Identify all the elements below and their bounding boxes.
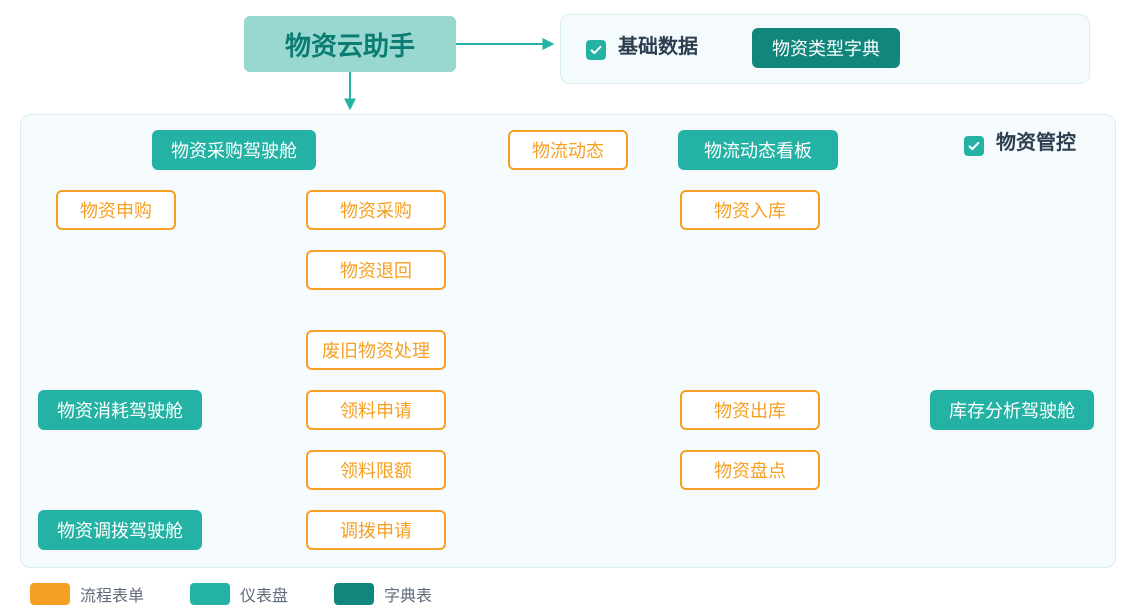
node-trans_req: 调拨申请 — [306, 510, 446, 550]
node-stock_ck: 物资盘点 — [680, 450, 820, 490]
legend-swatch-1 — [190, 583, 230, 605]
node-inbound: 物资入库 — [680, 190, 820, 230]
legend-swatch-2 — [334, 583, 374, 605]
legend-item-2: 字典表 — [334, 582, 432, 606]
node-scrap: 废旧物资处理 — [306, 330, 446, 370]
top-panel-check-icon — [586, 40, 606, 60]
node-trans_dash: 物资调拨驾驶舱 — [38, 510, 202, 550]
node-pick_lim: 领料限额 — [306, 450, 446, 490]
top-panel-label: 基础数据 — [618, 30, 738, 59]
node-cons_dash: 物资消耗驾驶舱 — [38, 390, 202, 430]
node-req: 物资申购 — [56, 190, 176, 230]
legend-label-1: 仪表盘 — [240, 582, 288, 606]
legend-item-0: 流程表单 — [30, 582, 144, 606]
legend-item-1: 仪表盘 — [190, 582, 288, 606]
node-p_dash: 物资采购驾驶舱 — [152, 130, 316, 170]
node-log_dyn: 物流动态 — [508, 130, 628, 170]
node-purchase: 物资采购 — [306, 190, 446, 230]
node-return: 物资退回 — [306, 250, 446, 290]
node-title: 物资云助手 — [244, 16, 456, 72]
node-dict: 物资类型字典 — [752, 28, 900, 68]
legend-label-0: 流程表单 — [80, 582, 144, 606]
diagram-stage: 物资云助手 基础数据物资类型字典物资管控 物资采购驾驶舱 物流动态 物流动态看板物资申购… — [0, 0, 1136, 614]
main-panel-check-icon — [964, 136, 984, 156]
main-panel — [20, 114, 1116, 568]
node-log_board: 物流动态看板 — [678, 130, 838, 170]
legend-label-2: 字典表 — [384, 582, 432, 606]
node-pick_req: 领料申请 — [306, 390, 446, 430]
legend-swatch-0 — [30, 583, 70, 605]
main-panel-label: 物资管控 — [996, 126, 1106, 155]
node-outbound: 物资出库 — [680, 390, 820, 430]
node-inv_dash: 库存分析驾驶舱 — [930, 390, 1094, 430]
